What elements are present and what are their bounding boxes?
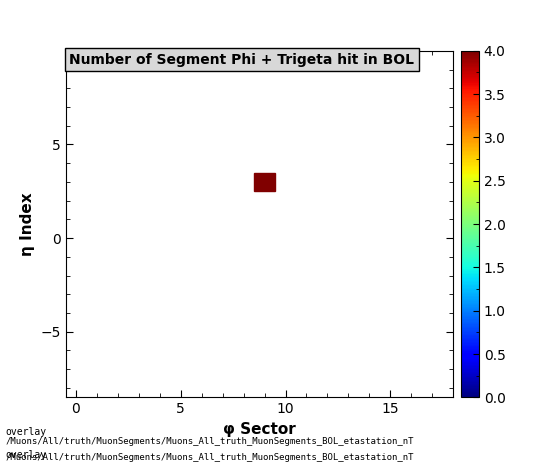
- Text: Number of Segment Phi + Trigeta hit in BOL: Number of Segment Phi + Trigeta hit in B…: [69, 53, 414, 67]
- Text: overlay: overlay: [5, 427, 46, 438]
- Text: /Muons/All/truth/MuonSegments/Muons_All_truth_MuonSegments_BOL_etastation_nT: /Muons/All/truth/MuonSegments/Muons_All_…: [5, 453, 414, 462]
- Bar: [254, 173, 275, 191]
- Text: overlay: overlay: [5, 450, 46, 460]
- Y-axis label: η Index: η Index: [20, 192, 35, 256]
- Text: /Muons/All/truth/MuonSegments/Muons_All_truth_MuonSegments_BOL_etastation_nT: /Muons/All/truth/MuonSegments/Muons_All_…: [5, 437, 414, 445]
- X-axis label: φ Sector: φ Sector: [223, 422, 296, 437]
